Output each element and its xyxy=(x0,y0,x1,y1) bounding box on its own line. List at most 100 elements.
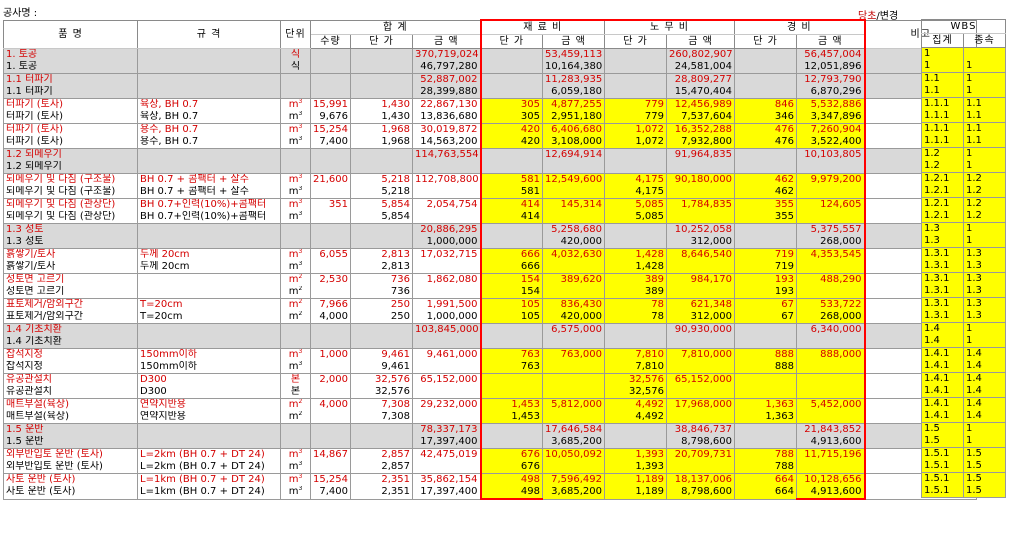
wbs-group-cell[interactable]: 1.4 xyxy=(921,335,964,348)
wbs-sub-cell[interactable]: 1.2 xyxy=(962,185,1007,198)
material-amount-cell[interactable]: 836,430 xyxy=(542,298,605,311)
labor-amount-cell[interactable] xyxy=(666,261,735,274)
quantity-cell[interactable] xyxy=(310,336,351,349)
unit-cell[interactable] xyxy=(280,423,311,436)
wbs-group-cell[interactable]: 1.1 xyxy=(921,85,964,98)
spec-cell[interactable] xyxy=(137,161,281,174)
wbs-sub-cell[interactable]: 1.5 xyxy=(962,472,1007,485)
quantity-cell[interactable]: 4,000 xyxy=(310,311,351,324)
expense-unit-price-cell[interactable]: 888 xyxy=(734,348,797,361)
total-amount-cell[interactable]: 29,232,000 xyxy=(412,398,481,411)
total-unit-price-cell[interactable]: 5,854 xyxy=(350,198,413,211)
material-amount-cell[interactable] xyxy=(542,373,605,386)
spec-cell[interactable] xyxy=(137,336,281,349)
unit-cell[interactable]: m3 xyxy=(280,361,311,374)
labor-amount-cell[interactable]: 8,646,540 xyxy=(666,248,735,261)
total-amount-cell[interactable]: 13,836,680 xyxy=(412,111,481,124)
expense-amount-cell[interactable]: 10,103,805 xyxy=(796,148,866,161)
total-amount-cell[interactable]: 46,797,280 xyxy=(412,61,481,74)
material-amount-cell[interactable]: 5,812,000 xyxy=(542,398,605,411)
material-amount-cell[interactable]: 6,059,180 xyxy=(542,86,605,99)
labor-amount-cell[interactable]: 90,930,000 xyxy=(666,323,735,336)
name-cell[interactable]: 되메우기 및 다짐 (관상단) xyxy=(3,198,138,211)
wbs-sub-cell[interactable]: 1.4 xyxy=(962,347,1007,360)
material-amount-cell[interactable]: 10,050,092 xyxy=(542,448,605,461)
wbs-sub-cell[interactable]: 1.4 xyxy=(962,385,1007,398)
material-amount-cell[interactable]: 12,549,600 xyxy=(542,173,605,186)
unit-cell[interactable]: m2 xyxy=(280,311,311,324)
unit-cell[interactable]: m3 xyxy=(280,111,311,124)
wbs-sub-cell[interactable]: 1 xyxy=(962,160,1007,173)
expense-amount-cell[interactable]: 124,605 xyxy=(796,198,866,211)
spec-cell[interactable]: 용수, BH 0.7 xyxy=(137,136,281,149)
quantity-cell[interactable]: 15,254 xyxy=(310,123,351,136)
labor-amount-cell[interactable]: 28,809,277 xyxy=(666,73,735,86)
total-amount-cell[interactable]: 28,399,880 xyxy=(412,86,481,99)
labor-amount-cell[interactable]: 10,252,058 xyxy=(666,223,735,236)
spec-cell[interactable]: 두께 20cm xyxy=(137,261,281,274)
name-cell[interactable]: 매트부설(육상) xyxy=(3,411,138,424)
material-unit-price-cell[interactable] xyxy=(479,336,543,349)
name-cell[interactable]: 잡석지정 xyxy=(3,348,138,361)
expense-amount-cell[interactable] xyxy=(796,286,866,299)
spec-cell[interactable]: D300 xyxy=(137,373,281,386)
wbs-group-cell[interactable]: 1.3.1 xyxy=(921,310,964,323)
unit-cell[interactable]: m3 xyxy=(280,261,311,274)
material-amount-cell[interactable]: 2,951,180 xyxy=(542,111,605,124)
wbs-sub-cell[interactable]: 1 xyxy=(962,435,1007,448)
total-amount-cell[interactable]: 2,054,754 xyxy=(412,198,481,211)
wbs-sub-cell[interactable]: 1 xyxy=(962,235,1007,248)
expense-amount-cell[interactable]: 7,260,904 xyxy=(796,123,866,136)
quantity-cell[interactable]: 9,676 xyxy=(310,111,351,124)
expense-unit-price-cell[interactable]: 67 xyxy=(734,298,797,311)
wbs-group-cell[interactable]: 1.5.1 xyxy=(921,447,964,460)
quantity-cell[interactable]: 15,254 xyxy=(310,473,351,486)
quantity-cell[interactable] xyxy=(310,361,351,374)
name-cell[interactable]: 외부반입토 운반 (토사) xyxy=(3,461,138,474)
name-cell[interactable]: 터파기 (토사) xyxy=(3,98,138,111)
labor-unit-price-cell[interactable]: 779 xyxy=(604,98,667,111)
total-unit-price-cell[interactable]: 1,430 xyxy=(350,98,413,111)
material-unit-price-cell[interactable]: 581 xyxy=(479,173,543,186)
spec-cell[interactable] xyxy=(137,236,281,249)
quantity-cell[interactable] xyxy=(310,436,351,449)
wbs-group-cell[interactable]: 1 xyxy=(921,47,964,60)
unit-cell[interactable]: m2 xyxy=(280,398,311,411)
name-cell[interactable]: 표토제거/암외구간 xyxy=(3,311,138,324)
total-unit-price-cell[interactable] xyxy=(350,436,413,449)
material-unit-price-cell[interactable] xyxy=(479,73,543,86)
unit-cell[interactable]: m3 xyxy=(280,173,311,186)
wbs-group-cell[interactable]: 1.2 xyxy=(921,147,964,160)
material-amount-cell[interactable]: 5,258,680 xyxy=(542,223,605,236)
expense-unit-price-cell[interactable]: 788 xyxy=(734,448,797,461)
expense-amount-cell[interactable] xyxy=(796,261,866,274)
expense-amount-cell[interactable]: 10,128,656 xyxy=(796,473,866,486)
spec-cell[interactable]: T=20cm xyxy=(137,311,281,324)
total-unit-price-cell[interactable] xyxy=(350,61,413,74)
wbs-sub-cell[interactable]: 1 xyxy=(962,60,1007,73)
expense-unit-price-cell[interactable]: 1,363 xyxy=(734,398,797,411)
expense-unit-price-cell[interactable]: 888 xyxy=(734,361,797,374)
name-cell[interactable]: 표토제거/암외구간 xyxy=(3,298,138,311)
spec-cell[interactable]: BH 0.7 + 콤팩터 + 살수 xyxy=(137,186,281,199)
total-amount-cell[interactable]: 17,397,400 xyxy=(412,436,481,449)
total-unit-price-cell[interactable]: 2,813 xyxy=(350,248,413,261)
wbs-sub-cell[interactable]: 1.4 xyxy=(962,360,1007,373)
wbs-sub-cell[interactable]: 1.2 xyxy=(962,210,1007,223)
name-cell[interactable]: 매트부설(육상) xyxy=(3,398,138,411)
labor-unit-price-cell[interactable]: 7,810 xyxy=(604,361,667,374)
quantity-cell[interactable] xyxy=(310,211,351,224)
total-unit-price-cell[interactable]: 250 xyxy=(350,311,413,324)
spec-cell[interactable]: 연약지반용 xyxy=(137,411,281,424)
expense-amount-cell[interactable]: 488,290 xyxy=(796,273,866,286)
unit-cell[interactable]: 본 xyxy=(280,386,311,399)
labor-unit-price-cell[interactable] xyxy=(604,61,667,74)
quantity-cell[interactable]: 15,991 xyxy=(310,98,351,111)
quantity-cell[interactable] xyxy=(310,286,351,299)
labor-unit-price-cell[interactable] xyxy=(604,423,667,436)
expense-unit-price-cell[interactable] xyxy=(734,48,797,61)
labor-unit-price-cell[interactable]: 5,085 xyxy=(604,211,667,224)
quantity-cell[interactable]: 14,867 xyxy=(310,448,351,461)
expense-amount-cell[interactable] xyxy=(796,411,866,424)
expense-unit-price-cell[interactable]: 719 xyxy=(734,261,797,274)
